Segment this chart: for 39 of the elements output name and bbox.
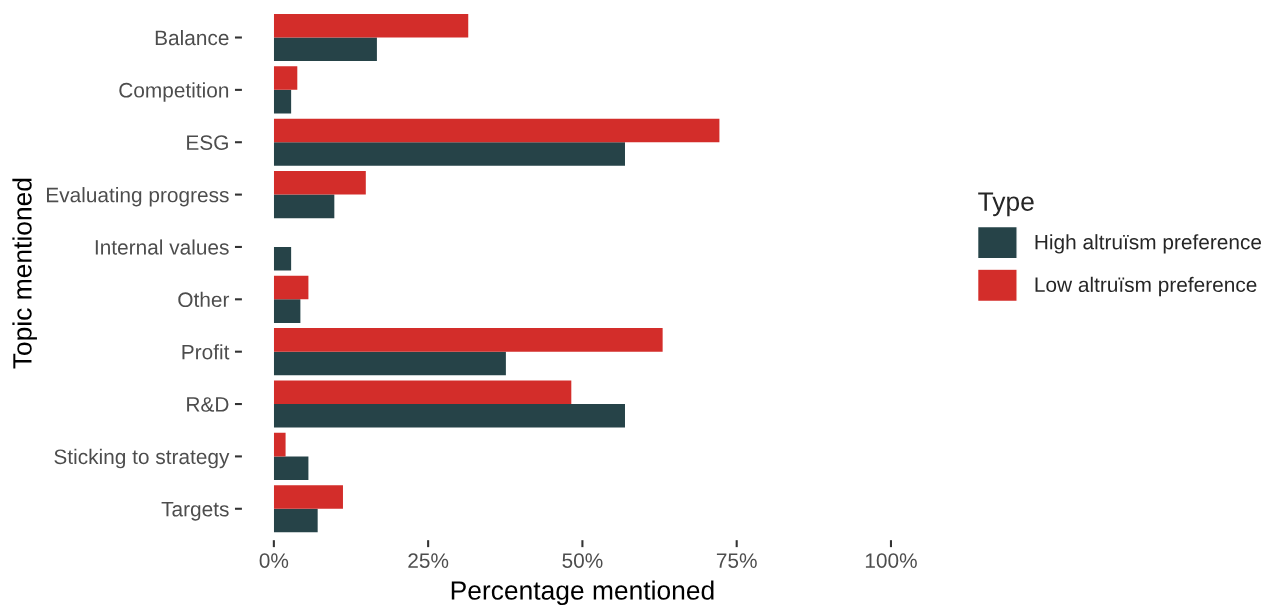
x-tick-label: 100% — [865, 553, 917, 568]
bar — [273, 328, 663, 352]
x-tick-label: 75% — [716, 553, 757, 568]
bar — [273, 66, 298, 90]
bar — [273, 508, 318, 533]
bar — [273, 37, 377, 62]
bar — [273, 299, 301, 323]
y-tick-label: Competition — [119, 82, 229, 102]
legend-label: High altruïsm preference — [1035, 234, 1262, 254]
y-tick-label: Balance — [155, 29, 229, 46]
bar — [273, 380, 572, 405]
bar — [273, 118, 720, 143]
legend-label: Low altruïsm preference — [1035, 276, 1257, 297]
x-axis-title: Percentage mentioned — [451, 580, 714, 606]
x-tick-label: 25% — [408, 553, 449, 568]
x-tick-label: 0% — [259, 553, 289, 568]
y-tick-label: Targets — [161, 501, 229, 521]
bar — [273, 485, 343, 509]
bar — [273, 275, 309, 300]
y-tick-label: Internal values — [95, 239, 229, 255]
bar — [273, 351, 506, 376]
bar — [273, 456, 309, 480]
bar — [273, 89, 292, 114]
y-tick-label: R&D — [187, 397, 229, 412]
bar — [273, 246, 292, 271]
x-tick-label: 50% — [562, 553, 603, 568]
y-tick-label: Evaluating progress — [47, 187, 229, 207]
bar — [273, 13, 469, 38]
y-tick-label: ESG — [187, 135, 228, 150]
legend-title: Type — [978, 192, 1034, 217]
bar — [273, 194, 335, 219]
y-axis-title: Topic mentioned — [12, 178, 37, 369]
y-tick-label: Profit — [182, 344, 230, 360]
bar — [273, 404, 625, 428]
bar — [273, 432, 286, 457]
y-tick-label: Other — [178, 291, 230, 308]
bar — [273, 171, 366, 195]
bar — [273, 142, 625, 166]
y-tick-label: Sticking to strategy — [54, 448, 230, 469]
